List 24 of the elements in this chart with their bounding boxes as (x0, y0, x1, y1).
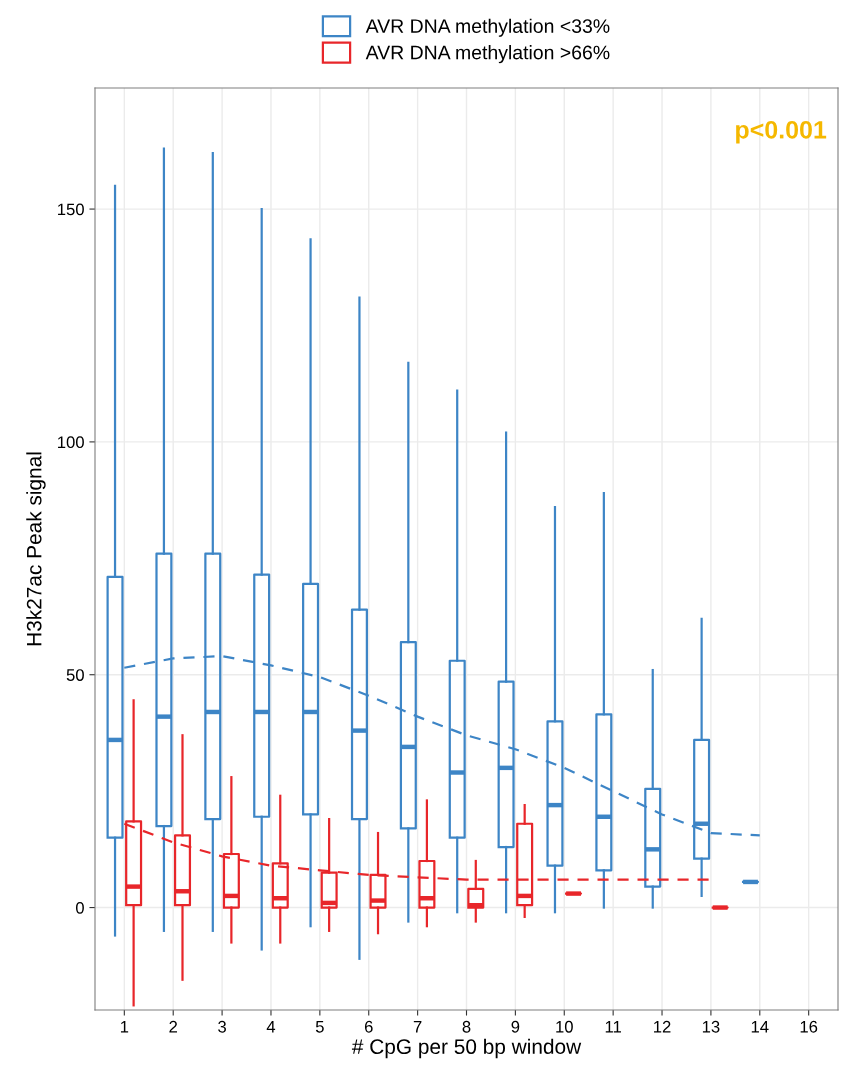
x-tick-label: 11 (605, 1021, 621, 1033)
legend-label: AVR DNA methylation >66% (365, 45, 610, 64)
x-tick-label: 3 (218, 1020, 226, 1033)
x-tick-label: 4 (266, 1021, 276, 1033)
x-tick-label: 8 (462, 1020, 471, 1033)
x-tick-label: 2 (169, 1020, 178, 1033)
x-tick-label: 16 (800, 1020, 818, 1033)
x-tick-label: 6 (364, 1020, 373, 1033)
legend-label: AVR DNA methylation <33% (365, 18, 610, 37)
annotation: p<0.001 (736, 120, 827, 144)
x-axis-title: # CpG per 50 bp window (351, 1038, 582, 1059)
x-tick-label: 13 (702, 1020, 720, 1033)
y-axis-title: H3k27ac Peak signal (26, 452, 46, 646)
x-tick-label: 12 (654, 1020, 671, 1033)
x-tick-label: 1 (120, 1021, 129, 1033)
y-tick-label: 0 (75, 901, 84, 914)
x-tick-label: 14 (751, 1021, 769, 1033)
y-tick-label: 50 (66, 669, 84, 681)
y-tick-label: 150 (58, 203, 84, 216)
x-tick-label: 7 (413, 1021, 422, 1033)
y-tick-label: 100 (58, 436, 84, 449)
x-tick-label: 10 (556, 1020, 573, 1033)
x-tick-label: 9 (511, 1020, 520, 1033)
x-tick-label: 5 (315, 1021, 324, 1033)
